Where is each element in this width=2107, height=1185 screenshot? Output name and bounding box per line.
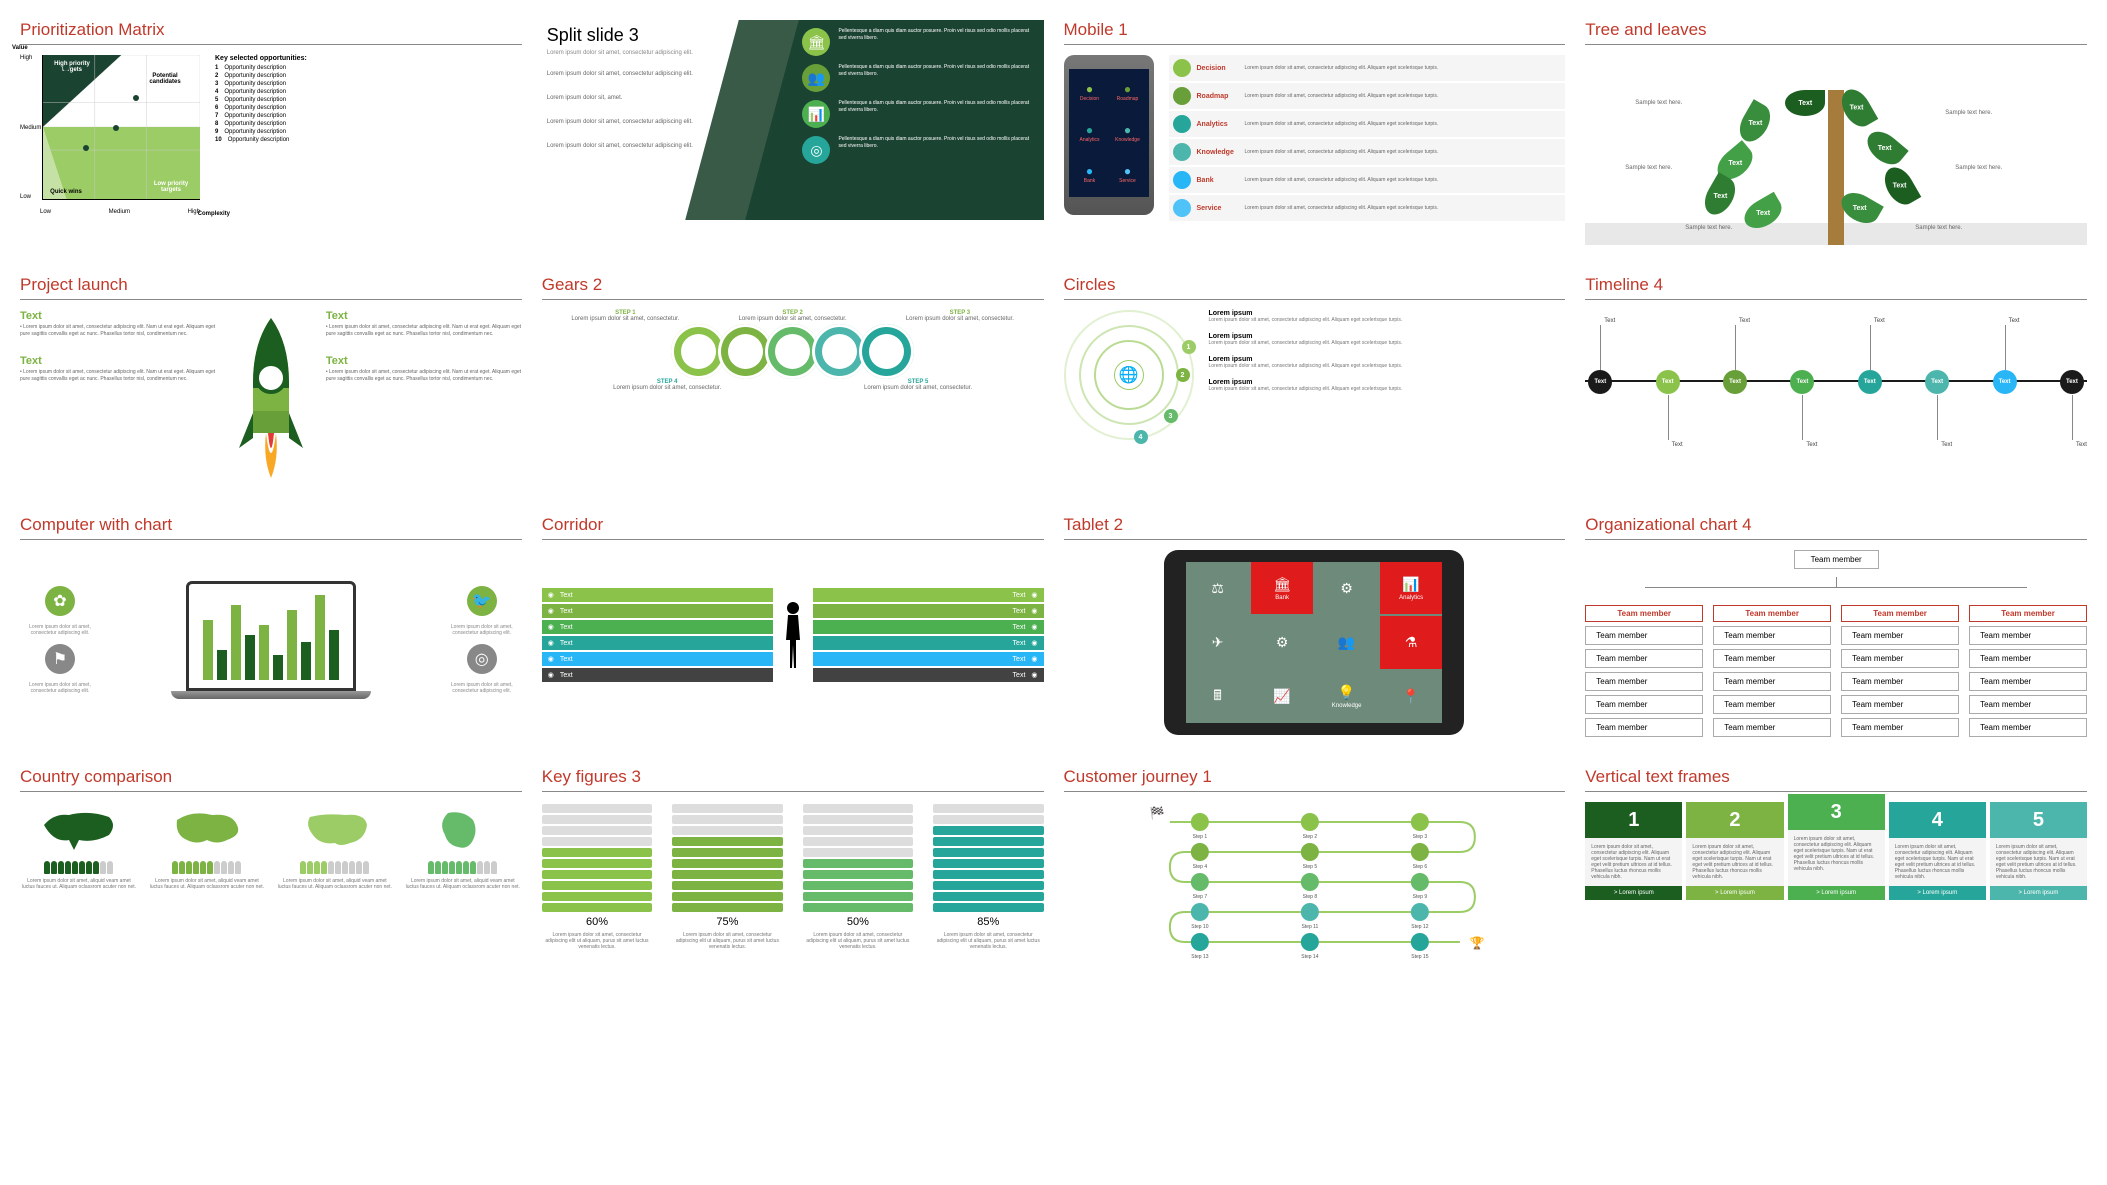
- org-root: Team member: [1794, 550, 1879, 569]
- tablet-tile[interactable]: ⚖: [1186, 562, 1249, 614]
- svg-text:Step 14: Step 14: [1301, 954, 1318, 960]
- svg-text:Step 3: Step 3: [1412, 834, 1427, 840]
- svg-text:Step 2: Step 2: [1302, 834, 1317, 840]
- slide-tree: Tree and leaves TextTextTextTextTextText…: [1585, 20, 2087, 245]
- row-icon: ◉: [548, 671, 554, 679]
- bird-icon: 🐦: [467, 586, 497, 616]
- mobile-row: RoadmapLorem ipsum dolor sit amet, conse…: [1169, 83, 1566, 109]
- row-icon: ◉: [548, 639, 554, 647]
- svg-text:Step 12: Step 12: [1411, 924, 1428, 930]
- svg-text:Step 9: Step 9: [1412, 894, 1427, 900]
- svg-text:Step 13: Step 13: [1191, 954, 1208, 960]
- split-icon: ◎: [802, 136, 830, 164]
- row-icon: ◉: [1031, 607, 1037, 615]
- slide-computer-chart: Computer with chart ✿ Lorem ipsum dolor …: [20, 515, 522, 737]
- row-icon: ◉: [1031, 655, 1037, 663]
- mobile-row: BankLorem ipsum dolor sit amet, consecte…: [1169, 167, 1566, 193]
- tablet-tile[interactable]: ⚙: [1251, 616, 1314, 668]
- row-icon: ◉: [548, 655, 554, 663]
- title: Prioritization Matrix: [20, 20, 522, 45]
- svg-text:Step 11: Step 11: [1301, 924, 1318, 930]
- split-icon: 🏛: [802, 28, 830, 56]
- row-icon: ◉: [1031, 591, 1037, 599]
- slide-split: Split slide 3 Lorem ipsum dolor sit amet…: [542, 20, 1044, 245]
- flag-icon: ⚑: [45, 644, 75, 674]
- tablet-tile[interactable]: 👥: [1315, 616, 1378, 668]
- row-icon: ◉: [548, 607, 554, 615]
- tablet-tile[interactable]: ⚗: [1380, 616, 1443, 668]
- svg-text:Step 6: Step 6: [1412, 864, 1427, 870]
- rocket-icon: [231, 313, 311, 483]
- split-icon: 📊: [802, 100, 830, 128]
- row-icon: ◉: [1031, 639, 1037, 647]
- target-icon: ◎: [467, 644, 497, 674]
- mobile-device: ●Decision●Roadmap●Analytics●Knowledge●Ba…: [1064, 55, 1154, 215]
- matrix-chart: Value HighMediumLow High priority target…: [20, 55, 200, 215]
- tablet-device: ⚖🏛Bank⚙📊Analytics✈⚙👥⚗🖩📈💡Knowledge📍: [1164, 550, 1464, 735]
- mobile-row: ServiceLorem ipsum dolor sit amet, conse…: [1169, 195, 1566, 221]
- svg-text:Step 8: Step 8: [1302, 894, 1317, 900]
- slide-corridor: Corridor ◉Text◉Text◉Text◉Text◉Text◉Text …: [542, 515, 1044, 737]
- mobile-row: KnowledgeLorem ipsum dolor sit amet, con…: [1169, 139, 1566, 165]
- tablet-tile[interactable]: ✈: [1186, 616, 1249, 668]
- slide-mobile: Mobile 1 ●Decision●Roadmap●Analytics●Kno…: [1064, 20, 1566, 245]
- split-title: Split slide 3: [547, 25, 738, 46]
- mobile-row: AnalyticsLorem ipsum dolor sit amet, con…: [1169, 111, 1566, 137]
- row-icon: ◉: [1031, 623, 1037, 631]
- tablet-tile[interactable]: 🖩: [1186, 671, 1249, 723]
- person-icon: [778, 600, 808, 670]
- tablet-tile[interactable]: 📍: [1380, 671, 1443, 723]
- slide-gears: Gears 2 STEP 1Lorem ipsum dolor sit amet…: [542, 275, 1044, 485]
- slide-priority-matrix: Prioritization Matrix Value HighMediumLo…: [20, 20, 522, 245]
- svg-text:Step 5: Step 5: [1302, 864, 1317, 870]
- slide-launch: Project launch Text• Lorem ipsum dolor s…: [20, 275, 522, 485]
- svg-text:🏆: 🏆: [1469, 936, 1484, 950]
- row-icon: ◉: [548, 591, 554, 599]
- leaf-icon: ✿: [45, 586, 75, 616]
- slide-country: Country comparison Lorem ipsum dolor sit…: [20, 767, 522, 972]
- svg-text:Step 10: Step 10: [1191, 924, 1208, 930]
- tablet-tile[interactable]: 📊Analytics: [1380, 562, 1443, 614]
- tablet-tile[interactable]: ⚙: [1315, 562, 1378, 614]
- mobile-row: DecisionLorem ipsum dolor sit amet, cons…: [1169, 55, 1566, 81]
- slide-vertical-frames: Vertical text frames 1Lorem ipsum dolor …: [1585, 767, 2087, 972]
- tablet-tile[interactable]: 💡Knowledge: [1315, 671, 1378, 723]
- slide-timeline4: Timeline 4 TextTextTextTextTextTextTextT…: [1585, 275, 2087, 485]
- svg-text:Step 1: Step 1: [1192, 834, 1207, 840]
- tablet-tile[interactable]: 🏛Bank: [1251, 562, 1314, 614]
- svg-text:Step 4: Step 4: [1192, 864, 1207, 870]
- row-icon: ◉: [548, 623, 554, 631]
- svg-text:Step 7: Step 7: [1192, 894, 1207, 900]
- slide-tablet2: Tablet 2 ⚖🏛Bank⚙📊Analytics✈⚙👥⚗🖩📈💡Knowled…: [1064, 515, 1566, 737]
- journey-path: 🏁 Step 1 Step 2 Step 3 Step 4 Step 5 Step 6 St…: [1064, 802, 1566, 972]
- slide-circles: Circles 🌐 1234 Lorem ipsumLorem ipsum do…: [1064, 275, 1566, 485]
- globe-icon: 🌐: [1114, 360, 1144, 390]
- svg-text:🏁: 🏁: [1149, 806, 1164, 820]
- tablet-tile[interactable]: 📈: [1251, 671, 1314, 723]
- row-icon: ◉: [1031, 671, 1037, 679]
- slide-journey: Customer journey 1 🏁 Step 1Step 2Step 3S…: [1064, 767, 1566, 972]
- svg-text:Step 15: Step 15: [1411, 954, 1428, 960]
- split-icon: 👥: [802, 64, 830, 92]
- slide-keyfigures: Key figures 3 60%Lorem ipsum dolor sit a…: [542, 767, 1044, 972]
- slide-orgchart: Organizational chart 4 Team member Team …: [1585, 515, 2087, 737]
